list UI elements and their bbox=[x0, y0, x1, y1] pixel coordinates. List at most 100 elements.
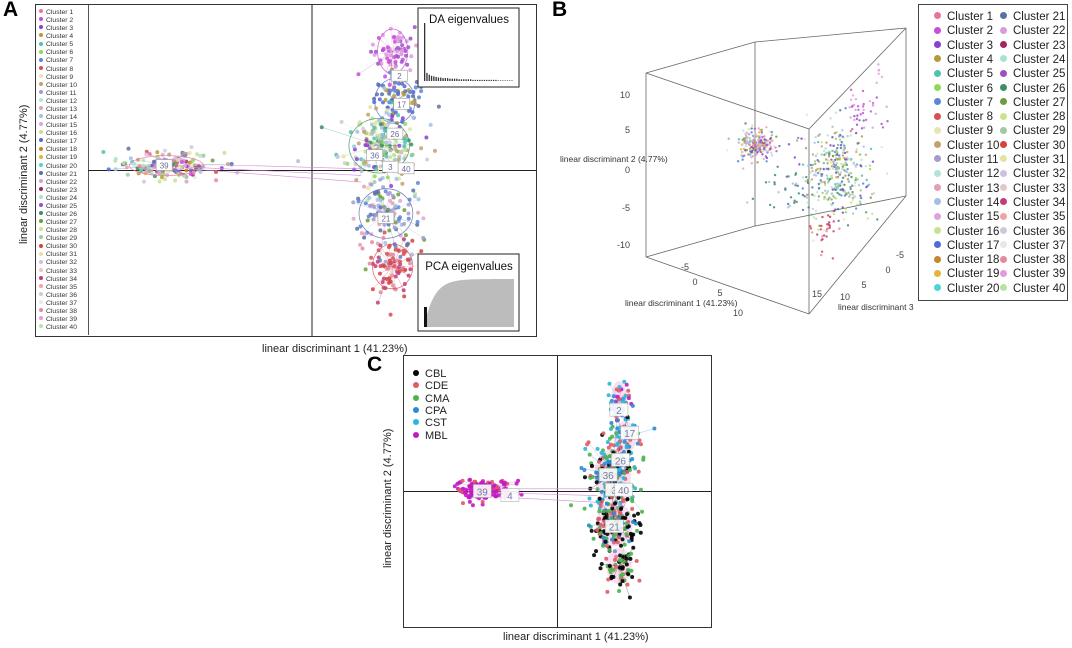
data-point bbox=[380, 92, 385, 97]
x-tick-label: 10 bbox=[733, 308, 743, 318]
data-point bbox=[374, 167, 379, 172]
data-point bbox=[849, 98, 853, 102]
da-eigenvalue-bar bbox=[444, 78, 446, 81]
data-point bbox=[793, 201, 796, 205]
data-point bbox=[866, 217, 869, 220]
data-point bbox=[618, 506, 623, 511]
data-point bbox=[370, 287, 375, 292]
legend-label: Cluster 6 bbox=[46, 49, 74, 57]
legend-label: Cluster 19 bbox=[947, 268, 1000, 281]
legend-item: Cluster 11 bbox=[39, 90, 76, 98]
legend-dot-icon bbox=[39, 130, 43, 135]
data-point bbox=[636, 469, 641, 474]
data-point bbox=[390, 256, 395, 261]
data-point bbox=[851, 196, 855, 200]
legend-item: Cluster 19 bbox=[934, 267, 999, 281]
legend-item: Cluster 23 bbox=[1000, 39, 1065, 53]
data-point bbox=[768, 203, 772, 207]
data-point bbox=[355, 226, 360, 231]
data-point bbox=[856, 142, 859, 145]
data-point bbox=[622, 439, 627, 444]
data-point bbox=[121, 161, 126, 166]
data-point bbox=[846, 178, 850, 181]
legend-label: CPA bbox=[425, 404, 447, 417]
star-line bbox=[377, 84, 396, 102]
data-point bbox=[624, 532, 629, 537]
data-point bbox=[849, 159, 853, 162]
data-point bbox=[601, 535, 606, 540]
legend-label: Cluster 14 bbox=[947, 196, 1000, 209]
data-point bbox=[809, 227, 813, 230]
centroid-label: 21 bbox=[377, 212, 395, 224]
data-point bbox=[846, 134, 849, 138]
data-point bbox=[378, 198, 383, 203]
data-point bbox=[827, 155, 831, 158]
data-point bbox=[811, 169, 814, 173]
data-point bbox=[393, 247, 398, 252]
data-point bbox=[184, 179, 189, 184]
data-point bbox=[761, 150, 764, 153]
data-point bbox=[764, 140, 767, 144]
data-point bbox=[612, 549, 617, 554]
da-eigenvalue-bar bbox=[502, 80, 504, 81]
data-point bbox=[195, 152, 200, 157]
data-point bbox=[638, 487, 643, 492]
data-point bbox=[761, 153, 764, 156]
star-line bbox=[392, 51, 408, 65]
data-point bbox=[773, 173, 777, 177]
data-point bbox=[772, 144, 776, 147]
data-point bbox=[416, 197, 421, 202]
data-point bbox=[424, 135, 429, 140]
data-point bbox=[351, 200, 356, 205]
data-point bbox=[826, 162, 829, 165]
inset-pca-eigenvalues: PCA eigenvalues bbox=[417, 253, 520, 332]
data-point bbox=[415, 181, 420, 186]
data-point bbox=[389, 100, 394, 105]
data-point bbox=[750, 131, 753, 134]
data-point bbox=[419, 146, 424, 151]
panel-b-box-edge bbox=[808, 195, 907, 315]
data-point bbox=[856, 178, 859, 181]
data-point bbox=[626, 571, 631, 576]
legend-item: Cluster 16 bbox=[39, 130, 77, 138]
data-point bbox=[825, 167, 828, 171]
data-point bbox=[362, 235, 367, 240]
data-point bbox=[806, 201, 809, 204]
data-point bbox=[622, 379, 627, 384]
data-point bbox=[816, 233, 819, 236]
legend-label: Cluster 32 bbox=[1013, 168, 1066, 181]
data-point bbox=[827, 221, 831, 224]
data-point bbox=[394, 258, 399, 263]
star-line bbox=[376, 191, 387, 214]
centroid-label-box bbox=[598, 467, 618, 482]
data-point bbox=[825, 151, 829, 155]
data-point bbox=[380, 280, 385, 285]
legend-item: Cluster 20 bbox=[934, 282, 999, 296]
centroid-label: 17 bbox=[393, 98, 410, 110]
legend-item: Cluster 14 bbox=[934, 196, 999, 210]
legend-label: Cluster 21 bbox=[46, 170, 77, 178]
data-point bbox=[369, 182, 374, 187]
centroid-label-box bbox=[609, 402, 629, 417]
data-point bbox=[821, 191, 824, 195]
x-tick-label: 0 bbox=[692, 277, 697, 287]
data-point bbox=[405, 62, 410, 67]
data-point bbox=[755, 135, 758, 138]
data-point bbox=[854, 97, 858, 101]
data-point bbox=[845, 150, 849, 154]
data-point bbox=[831, 257, 835, 260]
data-point bbox=[480, 499, 485, 504]
data-point bbox=[630, 506, 635, 511]
legend-label: Cluster 24 bbox=[1013, 53, 1066, 66]
data-point bbox=[144, 152, 149, 157]
data-point bbox=[840, 180, 844, 183]
data-point bbox=[747, 127, 751, 131]
legend-label: Cluster 5 bbox=[46, 41, 74, 49]
star-line bbox=[358, 51, 393, 75]
data-point bbox=[615, 505, 620, 510]
data-point bbox=[746, 135, 750, 139]
data-point bbox=[824, 158, 828, 161]
panel-b-box-edge bbox=[645, 256, 810, 315]
data-point bbox=[748, 138, 752, 141]
data-point bbox=[830, 203, 834, 207]
